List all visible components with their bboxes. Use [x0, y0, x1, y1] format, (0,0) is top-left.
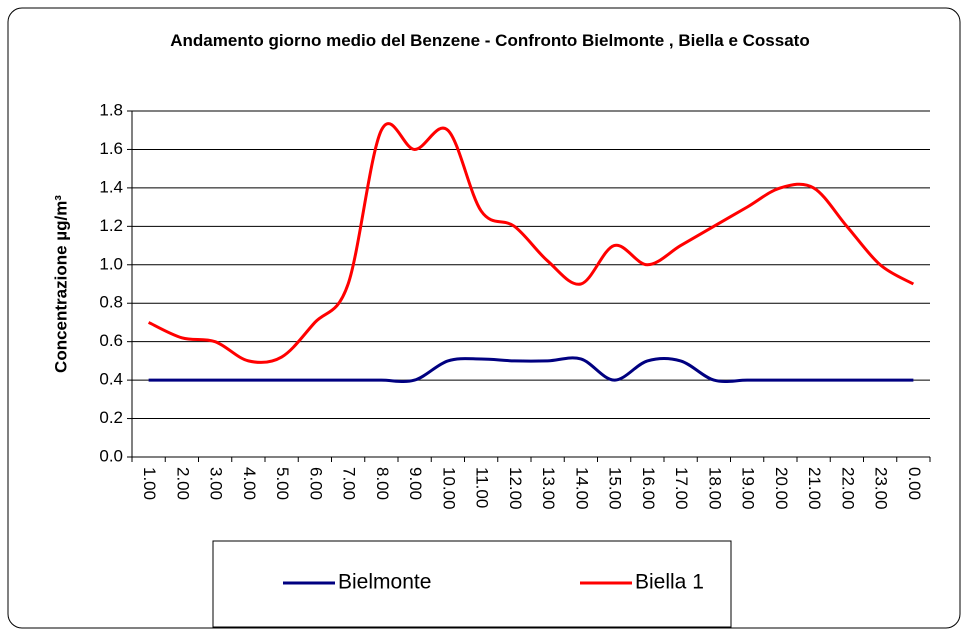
x-tick-label: 8.00	[373, 467, 392, 500]
x-tick-label: 5.00	[273, 467, 292, 500]
x-tick-label: 21.00	[805, 467, 824, 510]
x-tick-label: 10.00	[439, 467, 458, 510]
chart-title: Andamento giorno medio del Benzene - Con…	[170, 31, 810, 50]
y-tick-label: 0.8	[99, 293, 123, 312]
x-tick-label: 16.00	[639, 467, 658, 510]
x-tick-label: 11.00	[473, 467, 492, 508]
x-tick-label: 1.00	[140, 467, 159, 500]
x-tick-label: 2.00	[173, 467, 192, 500]
x-tick-label: 23.00	[872, 467, 891, 510]
y-tick-label: 1.8	[99, 100, 123, 119]
x-tick-label: 0.00	[905, 467, 924, 500]
x-tick-label: 22.00	[838, 467, 857, 510]
x-tick-label: 7.00	[340, 467, 359, 500]
x-tick-label: 14.00	[572, 467, 591, 510]
y-tick-label: 1.4	[99, 177, 123, 196]
x-tick-label: 4.00	[240, 467, 259, 500]
x-tick-label: 18.00	[705, 467, 724, 510]
outer-border	[7, 7, 961, 629]
x-tick-label: 17.00	[672, 467, 691, 510]
y-tick-label: 1.6	[99, 139, 123, 158]
y-tick-label: 1.2	[99, 216, 123, 235]
y-tick-label: 0.0	[99, 446, 123, 465]
x-tick-label: 3.00	[207, 467, 226, 500]
x-tick-label: 12.00	[506, 467, 525, 510]
x-tick-label: 15.00	[606, 467, 625, 510]
legend-label: Biella 1	[635, 571, 704, 594]
y-tick-label: 0.6	[99, 331, 123, 350]
legend-label: Bielmonte	[338, 571, 431, 594]
y-tick-label: 0.2	[99, 408, 123, 427]
y-tick-label: 0.4	[99, 370, 123, 389]
y-tick-label: 1.0	[99, 254, 123, 273]
x-tick-label: 20.00	[772, 467, 791, 510]
x-tick-label: 13.00	[539, 467, 558, 510]
x-tick-label: 9.00	[406, 467, 425, 500]
x-tick-label: 6.00	[306, 467, 325, 500]
y-axis-label: Concentrazione µg/m³	[51, 195, 70, 373]
data-line	[147, 122, 915, 364]
x-tick-label: 19.00	[739, 467, 758, 510]
data-line	[148, 356, 914, 384]
